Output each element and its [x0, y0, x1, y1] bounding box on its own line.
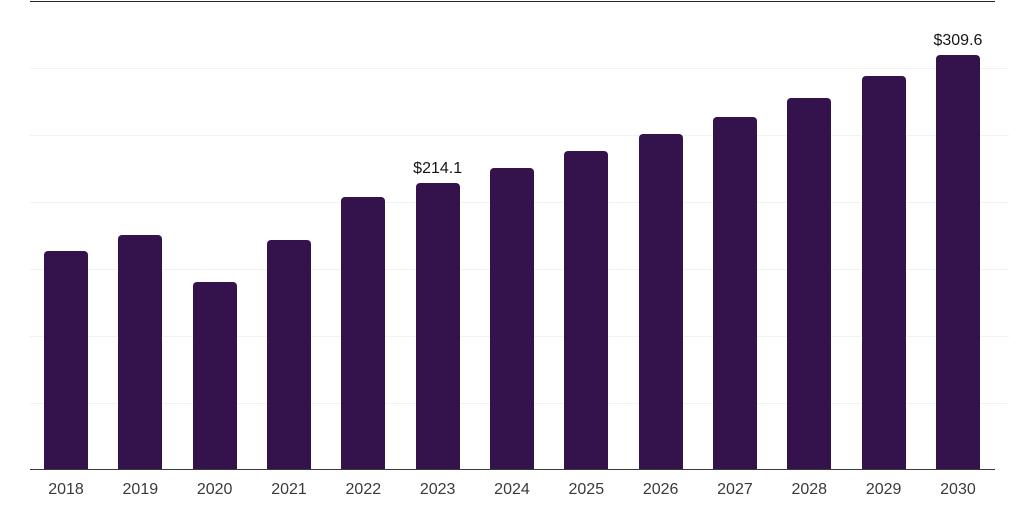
x-tick-label-text: 2027 — [717, 481, 753, 498]
x-tick-label-text: 2023 — [419, 481, 456, 498]
x-tick-label: 2029 — [862, 481, 906, 499]
x-tick-label-text: 2024 — [494, 481, 530, 498]
x-tick-label-text: 2020 — [196, 481, 233, 498]
plot-top-border — [30, 1, 995, 2]
bar-2029 — [861, 76, 906, 469]
bar-2023: $214.1 — [413, 160, 462, 469]
bar-2028 — [787, 97, 832, 469]
bar-2030: $309.6 — [933, 32, 982, 469]
bar-2021 — [266, 239, 311, 469]
plot-area: $214.1 $309.6 — [30, 1, 1009, 470]
bar-2024 — [489, 167, 534, 469]
x-tick-label-text: 2025 — [568, 481, 605, 498]
x-tick-label: 2022 — [341, 481, 385, 499]
bar-2022 — [341, 196, 386, 469]
bars: $214.1 $309.6 — [44, 1, 982, 469]
x-tick-label-text: 2030 — [940, 481, 976, 498]
bar-2026 — [638, 133, 683, 469]
x-tick-label-text: 2029 — [865, 481, 902, 498]
bar-2019 — [118, 234, 163, 469]
x-tick-label: 2020 — [193, 481, 237, 499]
x-tick-label-text: 2028 — [791, 481, 828, 498]
bar-2018 — [44, 250, 88, 469]
x-tick-label: 2019 — [118, 481, 162, 499]
bar-value-label: $309.6 — [933, 32, 983, 50]
x-tick-label-text: 2026 — [642, 481, 679, 498]
x-tick-label-text: 2021 — [271, 481, 307, 498]
bar-2027 — [712, 116, 757, 469]
x-tick-label-text: 2018 — [48, 481, 84, 498]
x-tick-label: 2026 — [639, 481, 683, 499]
x-tick-label-text: 2022 — [345, 481, 382, 498]
x-tick-label: 2025 — [564, 481, 608, 499]
gridline — [30, 135, 1009, 136]
x-tick-label: 2024 — [490, 481, 534, 499]
bar-value-label: $214.1 — [413, 159, 463, 177]
x-tick-label: 2028 — [787, 481, 831, 499]
x-tick-labels: 2018 2019 2020 2021 2022 2023 2024 2025 2026 2027… — [44, 481, 980, 499]
gridline — [30, 68, 1009, 69]
x-tick-label: 2021 — [267, 481, 311, 499]
bar-2020 — [192, 281, 237, 469]
x-tick-label-text: 2019 — [122, 481, 159, 498]
x-tick-label: 2027 — [713, 481, 757, 499]
bar-2025 — [564, 150, 609, 469]
x-tick-label: 2030 — [936, 481, 980, 499]
x-tick-label: 2023 — [416, 481, 460, 499]
x-tick-label: 2018 — [44, 481, 88, 499]
x-axis-line — [30, 469, 995, 470]
